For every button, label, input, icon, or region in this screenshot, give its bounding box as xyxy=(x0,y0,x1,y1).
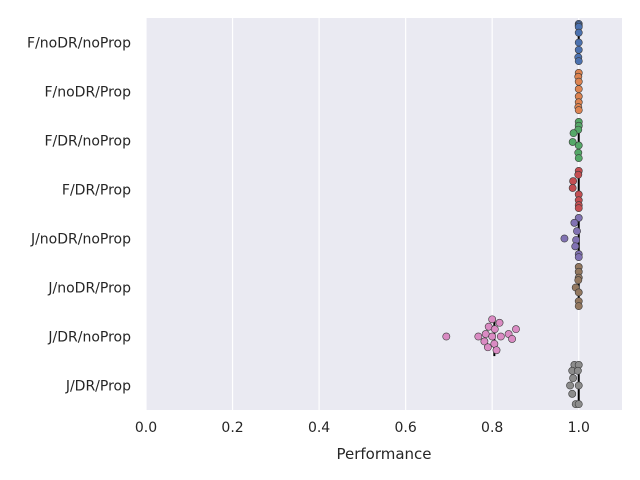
x-axis-label: Performance xyxy=(336,445,431,463)
y-tick-label: F/noDR/noProp xyxy=(27,36,131,52)
data-point xyxy=(568,184,577,192)
x-tick-label: 0.8 xyxy=(481,420,503,436)
data-point xyxy=(574,381,583,390)
y-tick-label: F/noDR/Prop xyxy=(44,85,131,101)
data-point xyxy=(574,276,583,285)
data-point xyxy=(574,400,583,409)
data-point xyxy=(574,77,583,86)
data-point xyxy=(488,332,497,341)
y-tick-label: J/DR/noProp xyxy=(47,330,131,346)
y-tick-labels: F/noDR/noProp F/noDR/Prop F/DR/noProp F/DR/… xyxy=(27,36,131,395)
data-point xyxy=(574,253,583,262)
data-points xyxy=(442,19,583,409)
y-tick-label: J/noDR/noProp xyxy=(30,232,131,248)
data-point xyxy=(442,332,451,341)
data-point xyxy=(571,242,580,251)
data-point xyxy=(574,170,583,179)
data-point xyxy=(574,28,583,37)
data-point xyxy=(560,234,569,243)
data-point xyxy=(508,335,516,343)
y-tick-label: J/noDR/Prop xyxy=(47,281,131,297)
x-tick-label: 0.4 xyxy=(308,420,330,436)
data-point xyxy=(574,288,583,297)
data-point xyxy=(568,389,577,398)
y-tick-label: F/DR/Prop xyxy=(62,183,131,199)
data-point xyxy=(569,374,578,383)
data-point xyxy=(574,154,583,163)
data-point xyxy=(495,318,504,327)
data-point xyxy=(492,346,501,355)
data-point xyxy=(566,381,574,390)
x-tick-label: 0.2 xyxy=(221,420,243,436)
data-point xyxy=(572,236,581,244)
data-point xyxy=(512,325,520,334)
data-point xyxy=(574,85,583,93)
data-point xyxy=(574,57,583,66)
data-point xyxy=(574,302,583,311)
data-point xyxy=(481,330,490,338)
data-point xyxy=(480,337,489,346)
data-point xyxy=(574,38,583,47)
data-point xyxy=(569,129,578,138)
y-tick-label: F/DR/noProp xyxy=(44,134,131,150)
data-point xyxy=(574,214,583,222)
data-point xyxy=(488,315,497,324)
data-point xyxy=(568,138,577,146)
data-point xyxy=(574,141,583,150)
data-point xyxy=(574,45,583,54)
x-tick-label: 0.6 xyxy=(395,420,417,436)
data-point xyxy=(570,218,579,227)
data-point xyxy=(573,227,581,236)
data-point xyxy=(573,366,582,375)
data-point xyxy=(496,332,505,341)
data-point xyxy=(474,332,483,341)
data-point xyxy=(483,343,492,352)
plot-background xyxy=(146,18,622,410)
data-point xyxy=(574,106,583,115)
data-point xyxy=(490,325,499,334)
x-tick-label: 1.0 xyxy=(568,420,590,436)
data-point xyxy=(569,177,578,186)
data-point xyxy=(574,204,583,213)
x-tick-label: 0.0 xyxy=(135,420,157,436)
x-tick-labels: 0.0 0.2 0.4 0.6 0.8 1.0 xyxy=(135,420,590,436)
y-tick-label: J/DR/Prop xyxy=(65,379,131,395)
